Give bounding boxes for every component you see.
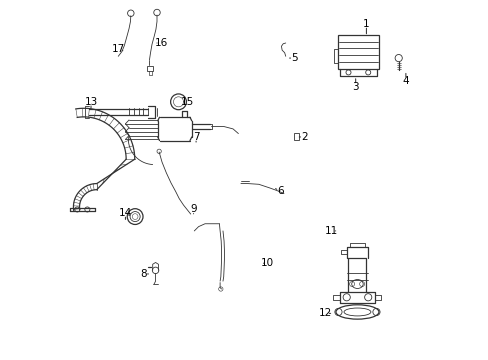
Text: 5: 5 — [291, 53, 297, 63]
Text: 10: 10 — [261, 258, 274, 268]
Ellipse shape — [335, 305, 378, 319]
Text: 4: 4 — [402, 76, 408, 86]
Text: 13: 13 — [84, 97, 98, 107]
Text: 8: 8 — [140, 269, 146, 279]
Bar — [147, 66, 152, 71]
Bar — [337, 35, 378, 69]
Text: 7: 7 — [192, 132, 199, 142]
Text: 11: 11 — [324, 226, 337, 236]
Ellipse shape — [344, 308, 370, 316]
Ellipse shape — [351, 279, 363, 288]
Text: 1: 1 — [363, 19, 369, 29]
Text: 16: 16 — [154, 38, 167, 48]
Text: 6: 6 — [277, 186, 283, 197]
Text: 15: 15 — [181, 97, 194, 107]
Bar — [293, 134, 298, 140]
Text: 2: 2 — [301, 132, 307, 142]
Text: 17: 17 — [111, 44, 124, 54]
Text: 12: 12 — [318, 309, 331, 318]
Text: 3: 3 — [352, 82, 358, 92]
Text: 14: 14 — [119, 208, 132, 218]
Text: 9: 9 — [190, 204, 197, 215]
